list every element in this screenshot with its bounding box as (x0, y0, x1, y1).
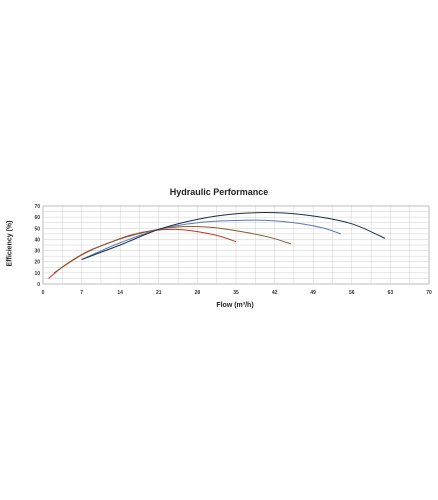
series-line-2 (53, 226, 292, 274)
y-tick-label: 40 (34, 237, 40, 243)
x-tick-label: 0 (42, 290, 45, 296)
x-tick-label: 56 (349, 290, 355, 296)
x-tick-label: 28 (195, 290, 201, 296)
y-tick-label: 10 (34, 271, 40, 277)
y-tick-label: 0 (37, 282, 40, 288)
x-tick-label: 7 (80, 290, 83, 296)
y-tick-labels: 0 10 20 30 40 50 60 70 (34, 204, 40, 288)
series-lines (48, 212, 386, 279)
y-tick-label: 60 (34, 215, 40, 221)
chart-title: Hydraulic Performance (169, 187, 269, 197)
gridlines (42, 205, 430, 285)
x-axis-label: Flow (m³/h) (216, 302, 254, 309)
y-tick-label: 20 (34, 260, 40, 266)
x-tick-label: 14 (117, 290, 123, 296)
series-line-4 (81, 212, 386, 260)
x-tick-label: 21 (156, 290, 162, 296)
x-tick-label: 63 (388, 290, 394, 296)
x-tick-label: 49 (310, 290, 316, 296)
x-tick-label: 42 (272, 290, 278, 296)
x-tick-label: 35 (233, 290, 239, 296)
y-tick-label: 70 (34, 204, 40, 210)
series-line-3 (81, 219, 341, 260)
y-tick-label: 50 (34, 226, 40, 232)
x-tick-label: 70 (426, 290, 432, 296)
y-tick-label: 30 (34, 249, 40, 255)
x-tick-labels: 0 7 14 21 28 35 42 49 56 63 70 (42, 290, 432, 296)
